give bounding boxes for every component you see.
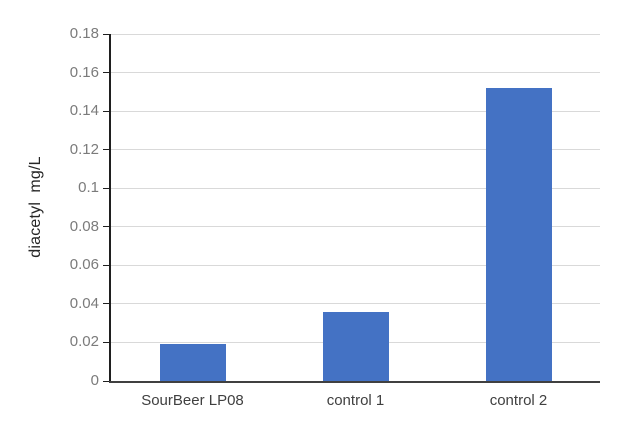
y-axis-title: diacetyl mg/L <box>27 156 44 258</box>
y-tick-label: 0.04 <box>69 294 99 312</box>
gridline <box>111 303 600 305</box>
x-tick-label: control 1 <box>326 392 385 409</box>
gridline <box>111 33 600 35</box>
gridline <box>111 149 600 151</box>
y-tick-mark <box>103 33 109 35</box>
y-axis-line <box>109 34 111 381</box>
y-tick-mark <box>103 303 109 305</box>
y-tick-label: 0.18 <box>69 25 99 42</box>
x-axis-line <box>109 381 600 383</box>
y-tick-mark <box>103 110 109 112</box>
y-tick-mark <box>103 380 109 382</box>
y-tick-label: 0.06 <box>69 256 99 274</box>
x-tick-label: control 2 <box>489 392 548 409</box>
bar-control-2 <box>485 87 552 381</box>
y-tick-label: 0.02 <box>69 333 99 351</box>
x-tick-label: SourBeer LP08 <box>141 392 244 409</box>
y-tick-label: 0.08 <box>69 217 99 235</box>
y-tick-label: 0 <box>90 372 99 389</box>
bar-sourbeer-lp08 <box>159 344 226 381</box>
y-tick-mark <box>103 187 109 189</box>
y-tick-label: 0.12 <box>69 140 99 158</box>
y-tick-label: 0.14 <box>69 102 99 120</box>
gridline <box>111 72 600 74</box>
y-tick-label: 0.16 <box>69 63 99 81</box>
gridline <box>111 226 600 228</box>
y-tick-label: 0.1 <box>78 179 99 197</box>
plot-area <box>103 33 600 383</box>
y-tick-mark <box>103 264 109 266</box>
y-tick-mark <box>103 149 109 151</box>
gridline <box>111 110 600 112</box>
gridline <box>111 187 600 189</box>
bar-control-1 <box>322 311 389 381</box>
y-tick-mark <box>103 72 109 74</box>
gridline <box>111 264 600 266</box>
y-tick-mark <box>103 341 109 343</box>
y-tick-mark <box>103 226 109 228</box>
